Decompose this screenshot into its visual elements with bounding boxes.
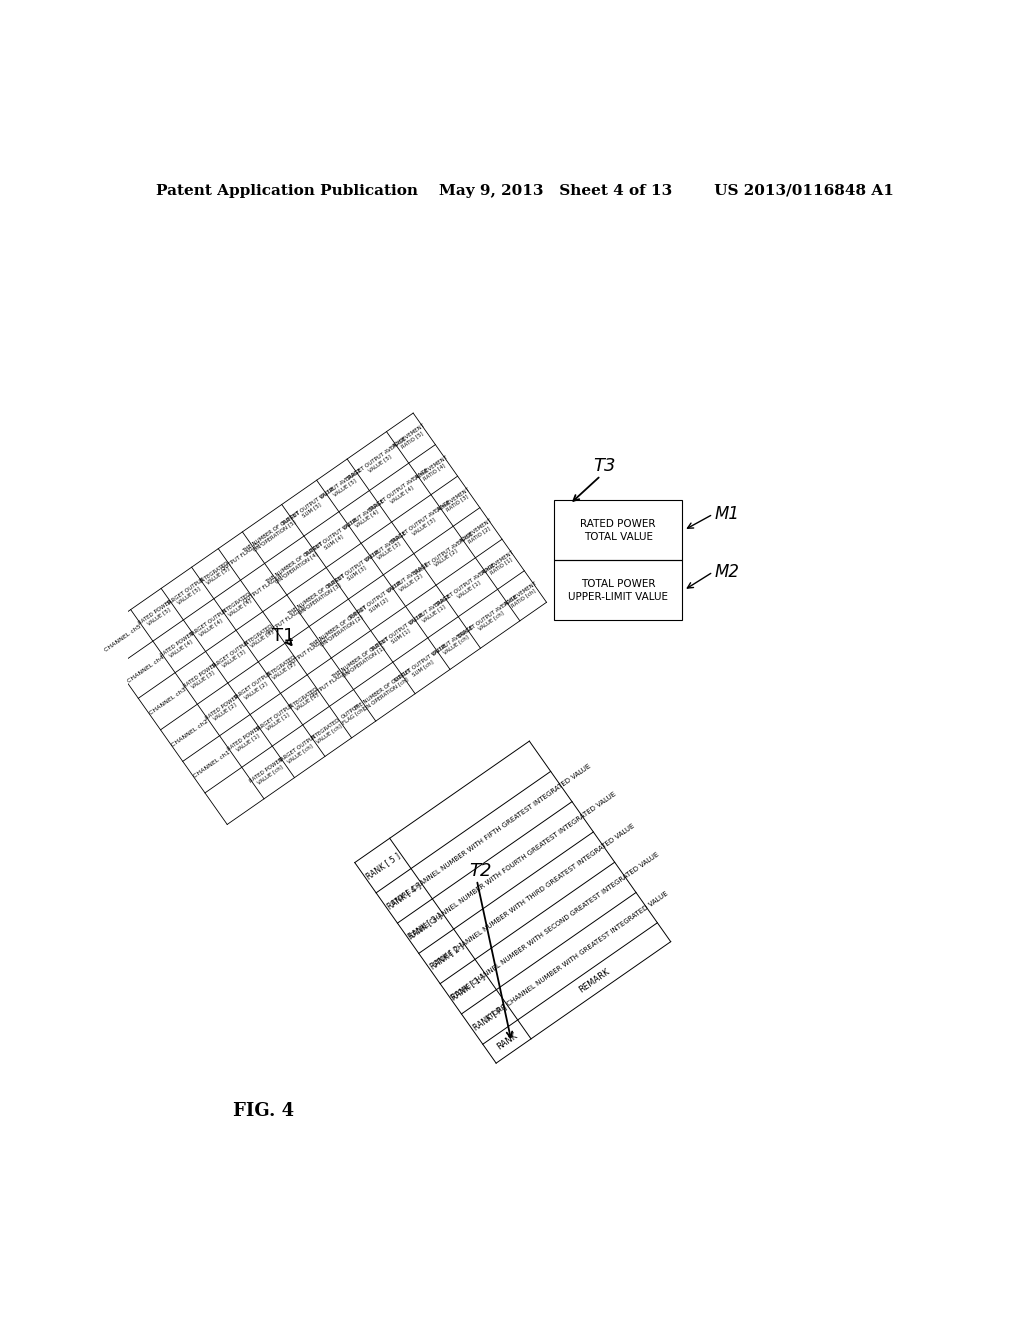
Text: RATED POWER
VALUE [1]: RATED POWER VALUE [1] — [227, 726, 265, 756]
Text: RATED POWER
VALUE [5]: RATED POWER VALUE [5] — [138, 599, 176, 630]
Text: THE NUMBER OF OUTPUT
ON OPERATION [ch]: THE NUMBER OF OUTPUT ON OPERATION [ch] — [353, 668, 416, 715]
Text: CHANNEL ch2: CHANNEL ch2 — [171, 718, 209, 747]
Text: TARGET OUTPUT AVERAGE
VALUE [5]: TARGET OUTPUT AVERAGE VALUE [5] — [345, 437, 411, 486]
Text: STORE CHANNEL NUMBER WITH FOURTH GREATEST INTEGRATED VALUE: STORE CHANNEL NUMBER WITH FOURTH GREATES… — [409, 791, 617, 940]
Text: RANK [ 4 ]: RANK [ 4 ] — [386, 880, 423, 911]
Text: FIG. 4: FIG. 4 — [233, 1102, 294, 1119]
Text: OUTPUT
FLAG [ch]: OUTPUT FLAG [ch] — [339, 702, 367, 726]
Text: OUTPUT AVERAGE
VALUE [4]: OUTPUT AVERAGE VALUE [4] — [342, 499, 388, 535]
Text: RATED POWER
VALUE [3]: RATED POWER VALUE [3] — [182, 663, 220, 693]
Text: STORE CHANNEL NUMBER WITH FIFTH GREATEST INTEGRATED VALUE: STORE CHANNEL NUMBER WITH FIFTH GREATEST… — [390, 763, 593, 907]
Text: T3: T3 — [593, 458, 615, 475]
Text: THE NUMBER OF OUTPUT
ON OPERATION [1]: THE NUMBER OF OUTPUT ON OPERATION [1] — [331, 636, 393, 684]
Text: TARGET OUTPUT
VALUE [1]: TARGET OUTPUT VALUE [1] — [255, 702, 298, 737]
Text: RANK [ 1 ]: RANK [ 1 ] — [450, 972, 486, 1002]
Text: TARGET OUTPUT AVERAGE
VALUE [4]: TARGET OUTPUT AVERAGE VALUE [4] — [368, 467, 432, 517]
Text: ACHIEVEMENT
RATIO [1]: ACHIEVEMENT RATIO [1] — [481, 549, 519, 579]
Text: INTEGRATED
VALUE [1]: INTEGRATED VALUE [1] — [288, 686, 322, 714]
Text: OUTPUT AVERAGE
VALUE [1]: OUTPUT AVERAGE VALUE [1] — [409, 594, 455, 630]
Text: INTEGRATED
VALUE [3]: INTEGRATED VALUE [3] — [244, 623, 278, 651]
Text: TARGET OUTPUT VALUE
SUM [5]: TARGET OUTPUT VALUE SUM [5] — [282, 486, 339, 531]
Text: ACHIEVEMENT
RATIO [5]: ACHIEVEMENT RATIO [5] — [392, 422, 430, 453]
Text: INTEGRATED
VALUE [4]: INTEGRATED VALUE [4] — [221, 591, 255, 619]
Bar — [554, 561, 682, 620]
Text: OUTPUT FLAG [4]: OUTPUT FLAG [4] — [243, 572, 285, 603]
Text: ACHIEVEMENT
RATIO [2]: ACHIEVEMENT RATIO [2] — [459, 517, 497, 548]
Text: RATED POWER
VALUE [ch]: RATED POWER VALUE [ch] — [249, 756, 288, 788]
Text: M1: M1 — [715, 506, 739, 523]
Text: STORE CHANNEL NUMBER WITH GREATEST INTEGRATED VALUE: STORE CHANNEL NUMBER WITH GREATEST INTEG… — [484, 891, 669, 1022]
Text: OUTPUT FLAG [3]: OUTPUT FLAG [3] — [265, 603, 307, 635]
Text: THE NUMBER OF OUTPUT
ON OPERATION [4]: THE NUMBER OF OUTPUT ON OPERATION [4] — [264, 541, 327, 589]
Text: OUTPUT FLAG [5]: OUTPUT FLAG [5] — [220, 540, 262, 572]
Text: REMARK: REMARK — [578, 968, 611, 995]
Text: OUTPUT FLAG [2]: OUTPUT FLAG [2] — [288, 635, 329, 667]
Text: THE NUMBER OF OUTPUT
ON OPERATION [3]: THE NUMBER OF OUTPUT ON OPERATION [3] — [287, 573, 349, 620]
Text: RATED POWER
VALUE [4]: RATED POWER VALUE [4] — [160, 631, 199, 661]
Text: TARGET OUTPUT VALUE
SUM [ch]: TARGET OUTPUT VALUE SUM [ch] — [392, 643, 451, 688]
Text: TARGET OUTPUT VALUE
SUM [2]: TARGET OUTPUT VALUE SUM [2] — [348, 581, 407, 626]
Text: RANK [ 5 ]: RANK [ 5 ] — [365, 850, 401, 880]
Text: TARGET OUTPUT AVERAGE
VALUE [1]: TARGET OUTPUT AVERAGE VALUE [1] — [434, 562, 500, 612]
Text: ACHIEVEMENT
RATIO [4]: ACHIEVEMENT RATIO [4] — [415, 454, 452, 484]
Text: M2: M2 — [715, 562, 739, 581]
Text: TARGET OUTPUT
VALUE [ch]: TARGET OUTPUT VALUE [ch] — [278, 734, 319, 768]
Text: TARGET OUTPUT AVERAGE
VALUE [ch]: TARGET OUTPUT AVERAGE VALUE [ch] — [457, 594, 521, 644]
Text: STORE CHANNEL NUMBER WITH SECOND GREATEST INTEGRATED VALUE: STORE CHANNEL NUMBER WITH SECOND GREATES… — [451, 851, 660, 1001]
Text: TARGET OUTPUT AVERAGE
VALUE [2]: TARGET OUTPUT AVERAGE VALUE [2] — [413, 531, 477, 581]
Text: TARGET OUTPUT VALUE
SUM [1]: TARGET OUTPUT VALUE SUM [1] — [370, 611, 428, 657]
Text: OUTPUT AVERAGE
VALUE [5]: OUTPUT AVERAGE VALUE [5] — [321, 467, 366, 503]
Text: Patent Application Publication    May 9, 2013   Sheet 4 of 13        US 2013/011: Patent Application Publication May 9, 20… — [156, 183, 894, 198]
Text: TARGET OUTPUT
VALUE [2]: TARGET OUTPUT VALUE [2] — [232, 671, 275, 705]
Text: T2: T2 — [469, 862, 492, 879]
Text: TARGET OUTPUT
VALUE [4]: TARGET OUTPUT VALUE [4] — [188, 609, 231, 642]
Text: TARGET OUTPUT VALUE
SUM [4]: TARGET OUTPUT VALUE SUM [4] — [303, 517, 361, 562]
Text: TOTAL POWER
UPPER-LIMIT VALUE: TOTAL POWER UPPER-LIMIT VALUE — [568, 579, 669, 602]
Text: RANK [ 2 ]: RANK [ 2 ] — [428, 941, 466, 972]
Text: INTEGRATED
VALUE [2]: INTEGRATED VALUE [2] — [266, 655, 300, 682]
Text: CHANNEL ch3: CHANNEL ch3 — [148, 686, 187, 715]
Text: THE NUMBER OF OUTPUT
ON OPERATION [5]: THE NUMBER OF OUTPUT ON OPERATION [5] — [242, 510, 304, 558]
Text: INTEGRATED
VALUE [ch]: INTEGRATED VALUE [ch] — [310, 718, 344, 746]
Text: TARGET OUTPUT AVERAGE
VALUE [3]: TARGET OUTPUT AVERAGE VALUE [3] — [390, 499, 455, 549]
Text: ACHIEVEMENT
RATIO [ch]: ACHIEVEMENT RATIO [ch] — [503, 581, 541, 611]
Text: RANK [ P ]: RANK [ P ] — [471, 1002, 508, 1032]
Text: CHANNEL ch4: CHANNEL ch4 — [126, 655, 165, 684]
Text: THE NUMBER OF OUTPUT
ON OPERATION [2]: THE NUMBER OF OUTPUT ON OPERATION [2] — [309, 605, 371, 652]
Bar — [554, 500, 682, 561]
Text: TARGET OUTPUT
VALUE [3]: TARGET OUTPUT VALUE [3] — [211, 640, 253, 673]
Text: CHANNEL ch5: CHANNEL ch5 — [104, 623, 142, 653]
Text: CHANNEL ch1: CHANNEL ch1 — [193, 750, 231, 779]
Text: OUTPUT AVERAGE
VALUE [2]: OUTPUT AVERAGE VALUE [2] — [387, 562, 432, 598]
Text: TARGET OUTPUT
VALUE [5]: TARGET OUTPUT VALUE [5] — [166, 577, 209, 611]
Text: INTEGRATED
VALUE [5]: INTEGRATED VALUE [5] — [199, 560, 233, 587]
Text: OUTPUT AVERAGE
VALUE [ch]: OUTPUT AVERAGE VALUE [ch] — [431, 624, 477, 661]
Text: RANK: RANK — [495, 1031, 519, 1052]
Text: RANK [ 3 ]: RANK [ 3 ] — [407, 911, 444, 941]
Text: OUTPUT FLAG [1]: OUTPUT FLAG [1] — [309, 667, 351, 698]
Text: STORE CHANNEL NUMBER WITH THIRD GREATEST INTEGRATED VALUE: STORE CHANNEL NUMBER WITH THIRD GREATEST… — [432, 824, 636, 968]
Text: RATED POWER
VALUE [2]: RATED POWER VALUE [2] — [205, 694, 243, 725]
Text: OUTPUT AVERAGE
VALUE [3]: OUTPUT AVERAGE VALUE [3] — [365, 531, 411, 566]
Text: RATED POWER
TOTAL VALUE: RATED POWER TOTAL VALUE — [581, 519, 656, 541]
Text: TARGET OUTPUT VALUE
SUM [3]: TARGET OUTPUT VALUE SUM [3] — [326, 549, 384, 594]
Text: T1: T1 — [271, 627, 294, 644]
Text: ACHIEVEMENT
RATIO [3]: ACHIEVEMENT RATIO [3] — [436, 486, 474, 516]
